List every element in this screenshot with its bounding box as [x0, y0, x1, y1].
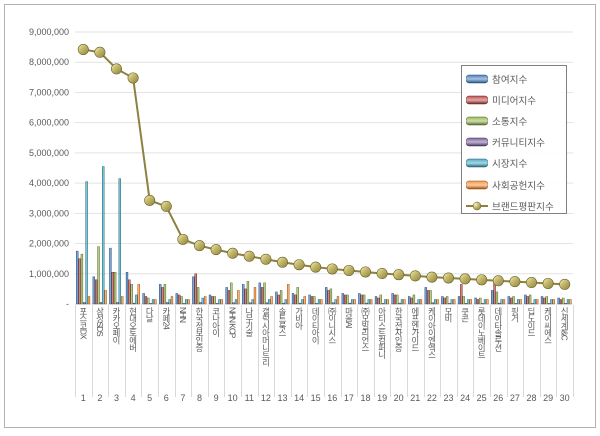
svg-text:2,000,000: 2,000,000: [29, 239, 69, 249]
svg-text:9,000,000: 9,000,000: [29, 27, 69, 37]
svg-text:3,000,000: 3,000,000: [29, 208, 69, 218]
svg-text:5,000,000: 5,000,000: [29, 148, 69, 158]
svg-text:4,000,000: 4,000,000: [29, 178, 69, 188]
svg-text:6,000,000: 6,000,000: [29, 118, 69, 128]
svg-text:8,000,000: 8,000,000: [29, 57, 69, 67]
svg-text:7,000,000: 7,000,000: [29, 87, 69, 97]
svg-text:1,000,000: 1,000,000: [29, 269, 69, 279]
